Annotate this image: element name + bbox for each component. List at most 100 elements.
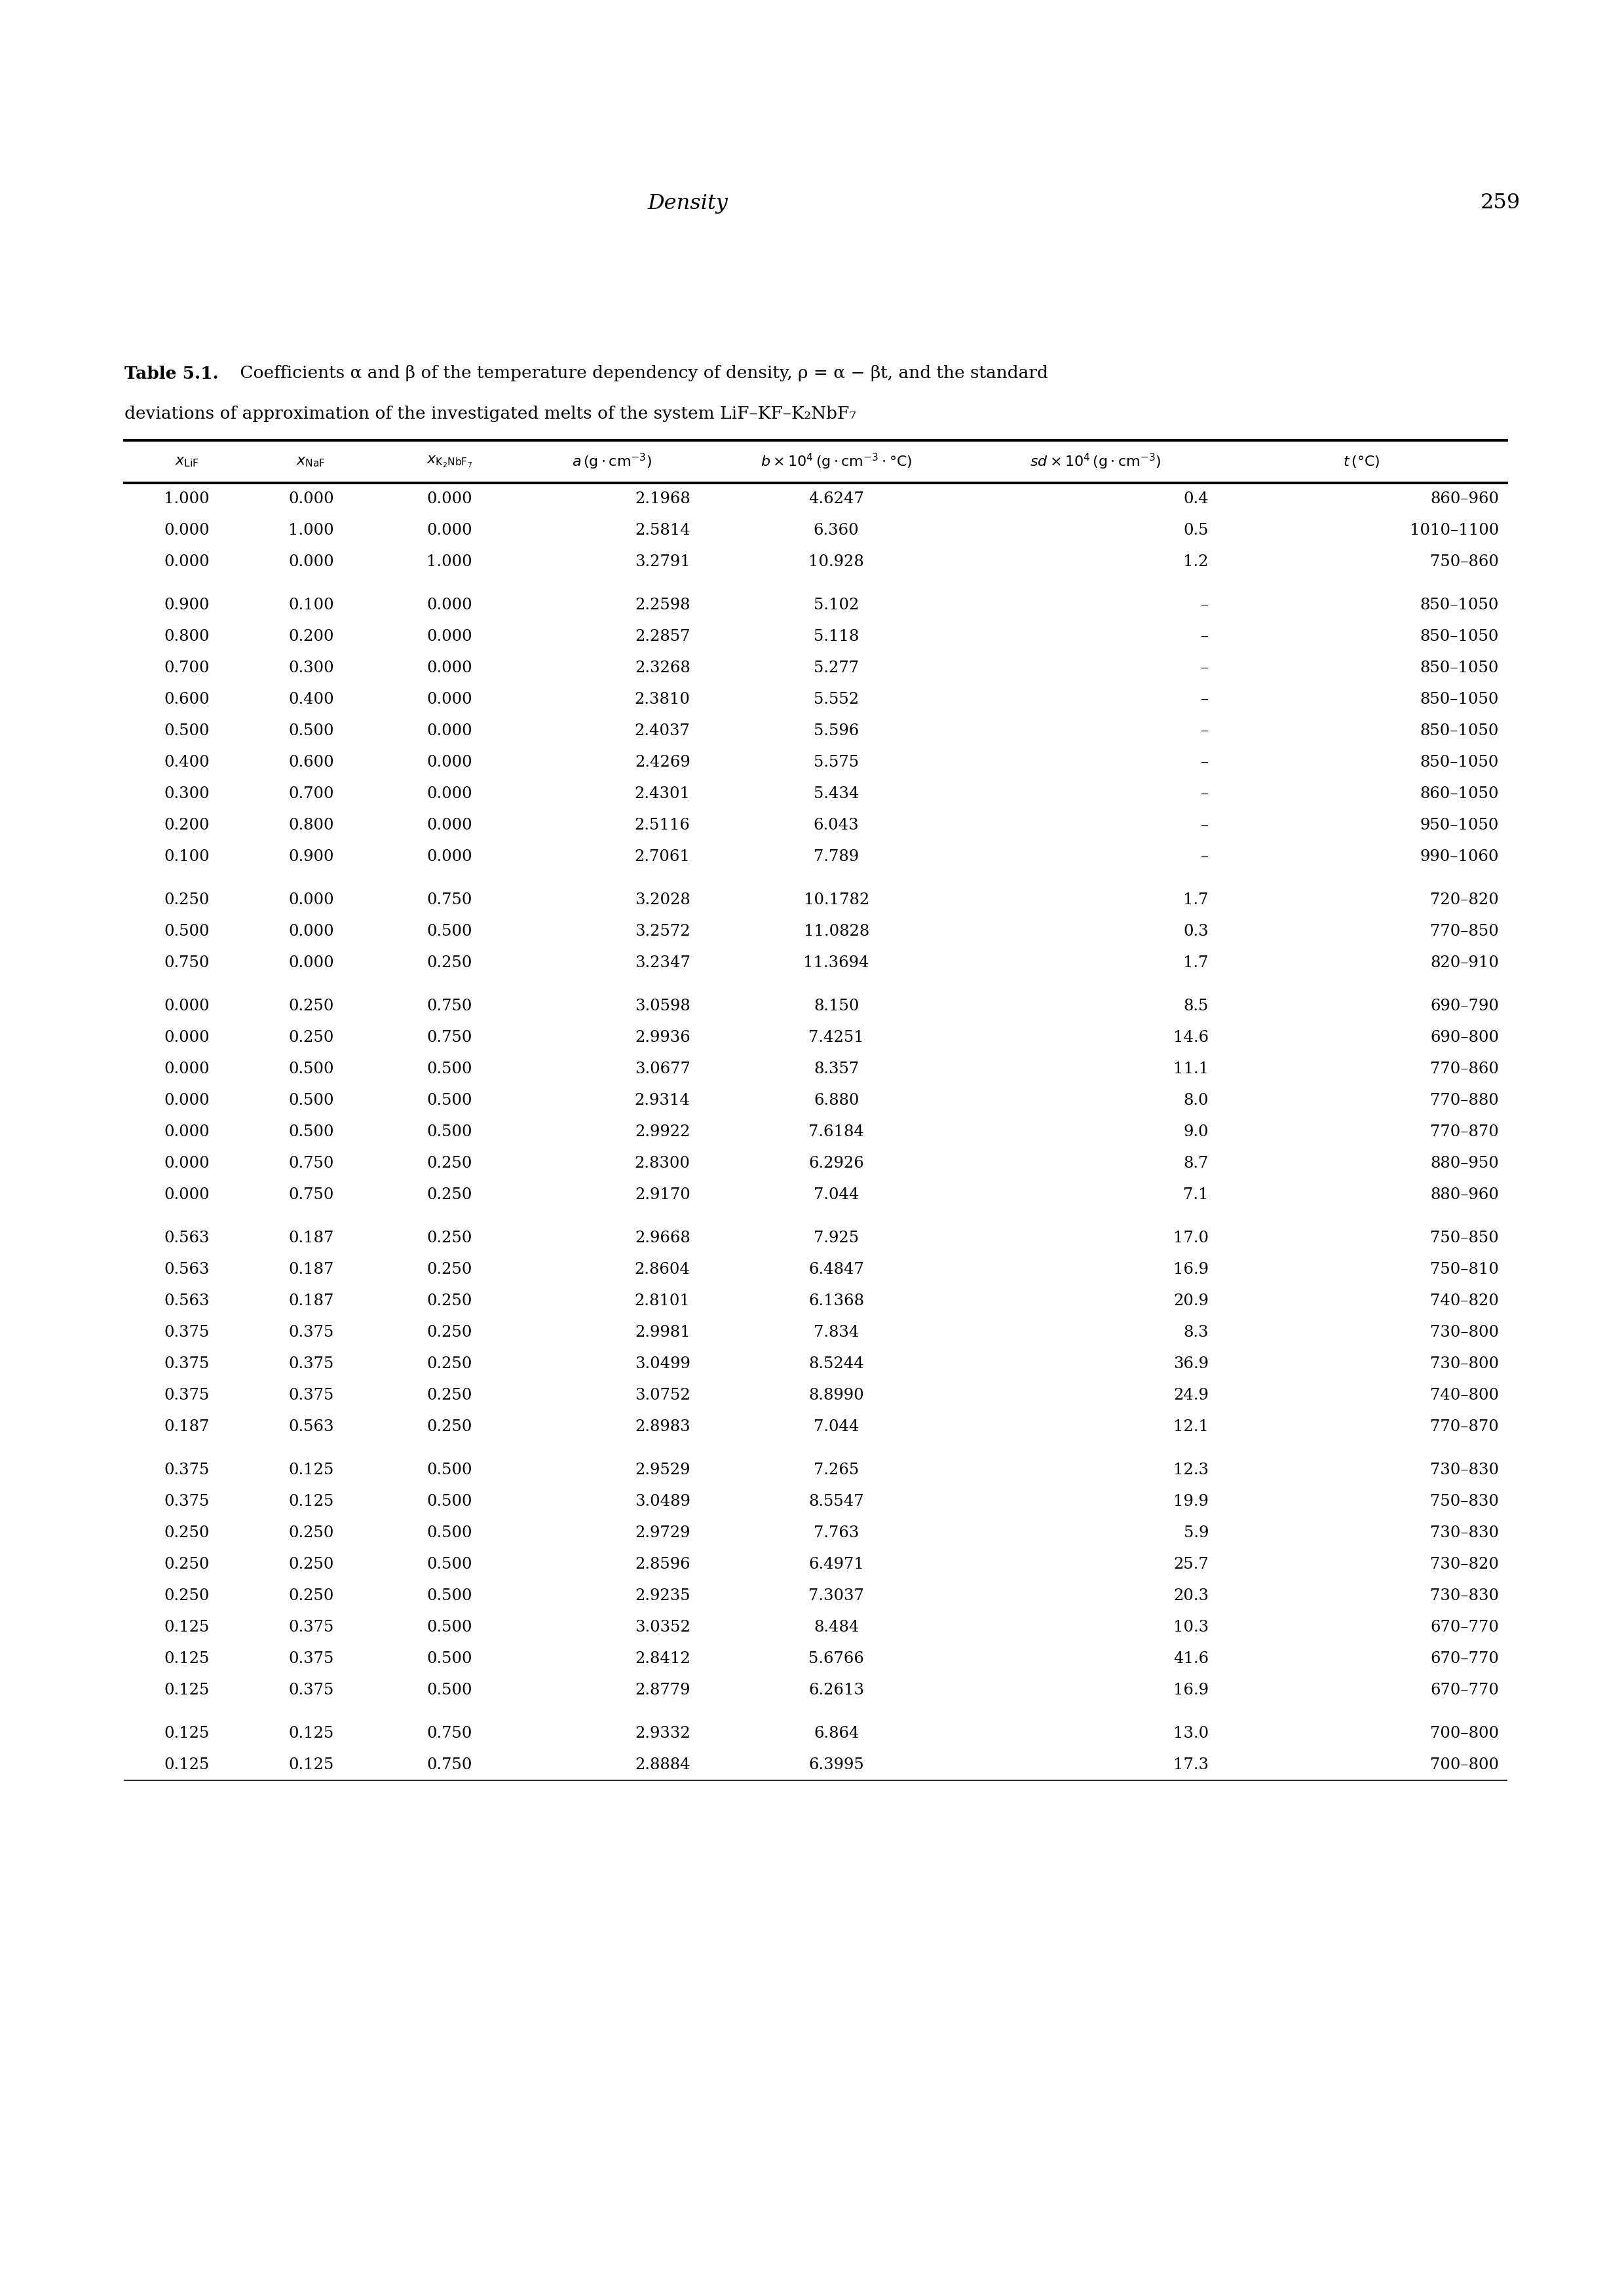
- Text: 0.125: 0.125: [164, 1756, 209, 1773]
- Text: 0.000: 0.000: [164, 1029, 209, 1045]
- Text: 2.9981: 2.9981: [635, 1325, 690, 1339]
- Text: 8.5547: 8.5547: [809, 1495, 864, 1508]
- Text: 860–960: 860–960: [1431, 491, 1499, 505]
- Text: 0.250: 0.250: [164, 1589, 209, 1603]
- Text: deviations of approximation of the investigated melts of the system LiF–KF–K₂NbF: deviations of approximation of the inves…: [125, 406, 856, 422]
- Text: Coefficients α and β of the temperature dependency of density, ρ = α − βt, and t: Coefficients α and β of the temperature …: [234, 365, 1047, 381]
- Text: 0.563: 0.563: [289, 1419, 335, 1435]
- Text: 850–1050: 850–1050: [1419, 661, 1499, 675]
- Text: $x_\mathregular{LiF}$: $x_\mathregular{LiF}$: [175, 455, 198, 468]
- Text: 0.375: 0.375: [289, 1387, 335, 1403]
- Text: 0.000: 0.000: [289, 553, 335, 569]
- Text: 7.4251: 7.4251: [809, 1029, 864, 1045]
- Text: 0.000: 0.000: [427, 723, 473, 737]
- Text: 12.3: 12.3: [1173, 1463, 1208, 1476]
- Text: 850–1050: 850–1050: [1419, 597, 1499, 613]
- Text: –: –: [1200, 850, 1208, 863]
- Text: 2.9922: 2.9922: [635, 1125, 690, 1139]
- Text: 0.250: 0.250: [289, 1557, 335, 1573]
- Text: 750–860: 750–860: [1431, 553, 1499, 569]
- Text: $b \times 10^4\,(\mathregular{g \cdot cm^{-3} \cdot {°C}})$: $b \times 10^4\,(\mathregular{g \cdot cm…: [760, 452, 913, 471]
- Text: 2.8596: 2.8596: [635, 1557, 690, 1573]
- Text: 0.800: 0.800: [289, 817, 335, 833]
- Text: 3.0677: 3.0677: [635, 1061, 690, 1077]
- Text: 0.125: 0.125: [289, 1495, 335, 1508]
- Text: $a\,(\mathregular{g \cdot cm^{-3}})$: $a\,(\mathregular{g \cdot cm^{-3}})$: [572, 452, 651, 471]
- Text: 3.2572: 3.2572: [635, 923, 690, 939]
- Text: 2.9529: 2.9529: [635, 1463, 690, 1476]
- Text: 0.000: 0.000: [164, 999, 209, 1013]
- Text: 0.000: 0.000: [427, 597, 473, 613]
- Text: Table 5.1.: Table 5.1.: [125, 365, 219, 381]
- Text: 7.789: 7.789: [814, 850, 859, 863]
- Text: 0.000: 0.000: [164, 1155, 209, 1171]
- Text: 0.125: 0.125: [289, 1727, 335, 1740]
- Text: 720–820: 720–820: [1431, 893, 1499, 907]
- Text: 2.9332: 2.9332: [635, 1727, 690, 1740]
- Text: 3.0752: 3.0752: [635, 1387, 690, 1403]
- Text: 2.8884: 2.8884: [635, 1756, 690, 1773]
- Text: 2.9668: 2.9668: [635, 1231, 690, 1244]
- Text: 0.750: 0.750: [289, 1187, 335, 1203]
- Text: 0.375: 0.375: [164, 1463, 209, 1476]
- Text: 0.750: 0.750: [427, 1029, 473, 1045]
- Text: 0.900: 0.900: [289, 850, 335, 863]
- Text: 5.6766: 5.6766: [809, 1651, 864, 1667]
- Text: 0.250: 0.250: [289, 1029, 335, 1045]
- Text: 7.834: 7.834: [814, 1325, 859, 1339]
- Text: 0.000: 0.000: [427, 850, 473, 863]
- Text: 24.9: 24.9: [1173, 1387, 1208, 1403]
- Text: 0.375: 0.375: [164, 1325, 209, 1339]
- Text: 850–1050: 850–1050: [1419, 691, 1499, 707]
- Text: Density: Density: [648, 193, 728, 214]
- Text: 25.7: 25.7: [1174, 1557, 1208, 1573]
- Text: 0.187: 0.187: [289, 1231, 335, 1244]
- Text: 7.6184: 7.6184: [809, 1125, 864, 1139]
- Text: 730–800: 730–800: [1431, 1325, 1499, 1339]
- Text: 0.000: 0.000: [427, 691, 473, 707]
- Text: 700–800: 700–800: [1431, 1756, 1499, 1773]
- Text: –: –: [1200, 629, 1208, 643]
- Text: 3.2791: 3.2791: [635, 553, 690, 569]
- Text: 0.500: 0.500: [427, 1557, 473, 1573]
- Text: 5.552: 5.552: [814, 691, 859, 707]
- Text: 259: 259: [1479, 193, 1520, 214]
- Text: 0.375: 0.375: [289, 1651, 335, 1667]
- Text: 1.7: 1.7: [1184, 955, 1208, 971]
- Text: 690–800: 690–800: [1431, 1029, 1499, 1045]
- Text: 850–1050: 850–1050: [1419, 629, 1499, 643]
- Text: 5.277: 5.277: [814, 661, 859, 675]
- Text: 0.500: 0.500: [427, 1651, 473, 1667]
- Text: 730–830: 730–830: [1431, 1463, 1499, 1476]
- Text: 0.300: 0.300: [164, 785, 209, 801]
- Text: 0.375: 0.375: [289, 1619, 335, 1635]
- Text: 0.125: 0.125: [289, 1463, 335, 1476]
- Text: 0.125: 0.125: [164, 1727, 209, 1740]
- Text: 2.8779: 2.8779: [635, 1683, 690, 1697]
- Text: 2.3268: 2.3268: [635, 661, 690, 675]
- Text: 0.250: 0.250: [289, 999, 335, 1013]
- Text: 8.150: 8.150: [814, 999, 859, 1013]
- Text: 10.1782: 10.1782: [804, 893, 869, 907]
- Text: 1.2: 1.2: [1184, 553, 1208, 569]
- Text: 0.750: 0.750: [427, 999, 473, 1013]
- Text: 2.3810: 2.3810: [635, 691, 690, 707]
- Text: 770–870: 770–870: [1431, 1419, 1499, 1435]
- Text: 0.500: 0.500: [289, 1125, 335, 1139]
- Text: 6.360: 6.360: [814, 523, 859, 537]
- Text: 0.500: 0.500: [427, 1525, 473, 1541]
- Text: 6.3995: 6.3995: [809, 1756, 864, 1773]
- Text: 6.2926: 6.2926: [809, 1155, 864, 1171]
- Text: 0.000: 0.000: [289, 893, 335, 907]
- Text: –: –: [1200, 661, 1208, 675]
- Text: 7.763: 7.763: [814, 1525, 859, 1541]
- Text: 0.000: 0.000: [289, 955, 335, 971]
- Text: 670–770: 670–770: [1431, 1619, 1499, 1635]
- Text: 0.250: 0.250: [427, 1263, 473, 1277]
- Text: 740–820: 740–820: [1431, 1293, 1499, 1309]
- Text: 0.700: 0.700: [289, 785, 335, 801]
- Text: 2.7061: 2.7061: [635, 850, 690, 863]
- Text: 750–850: 750–850: [1431, 1231, 1499, 1244]
- Text: 12.1: 12.1: [1173, 1419, 1208, 1435]
- Text: 0.300: 0.300: [289, 661, 335, 675]
